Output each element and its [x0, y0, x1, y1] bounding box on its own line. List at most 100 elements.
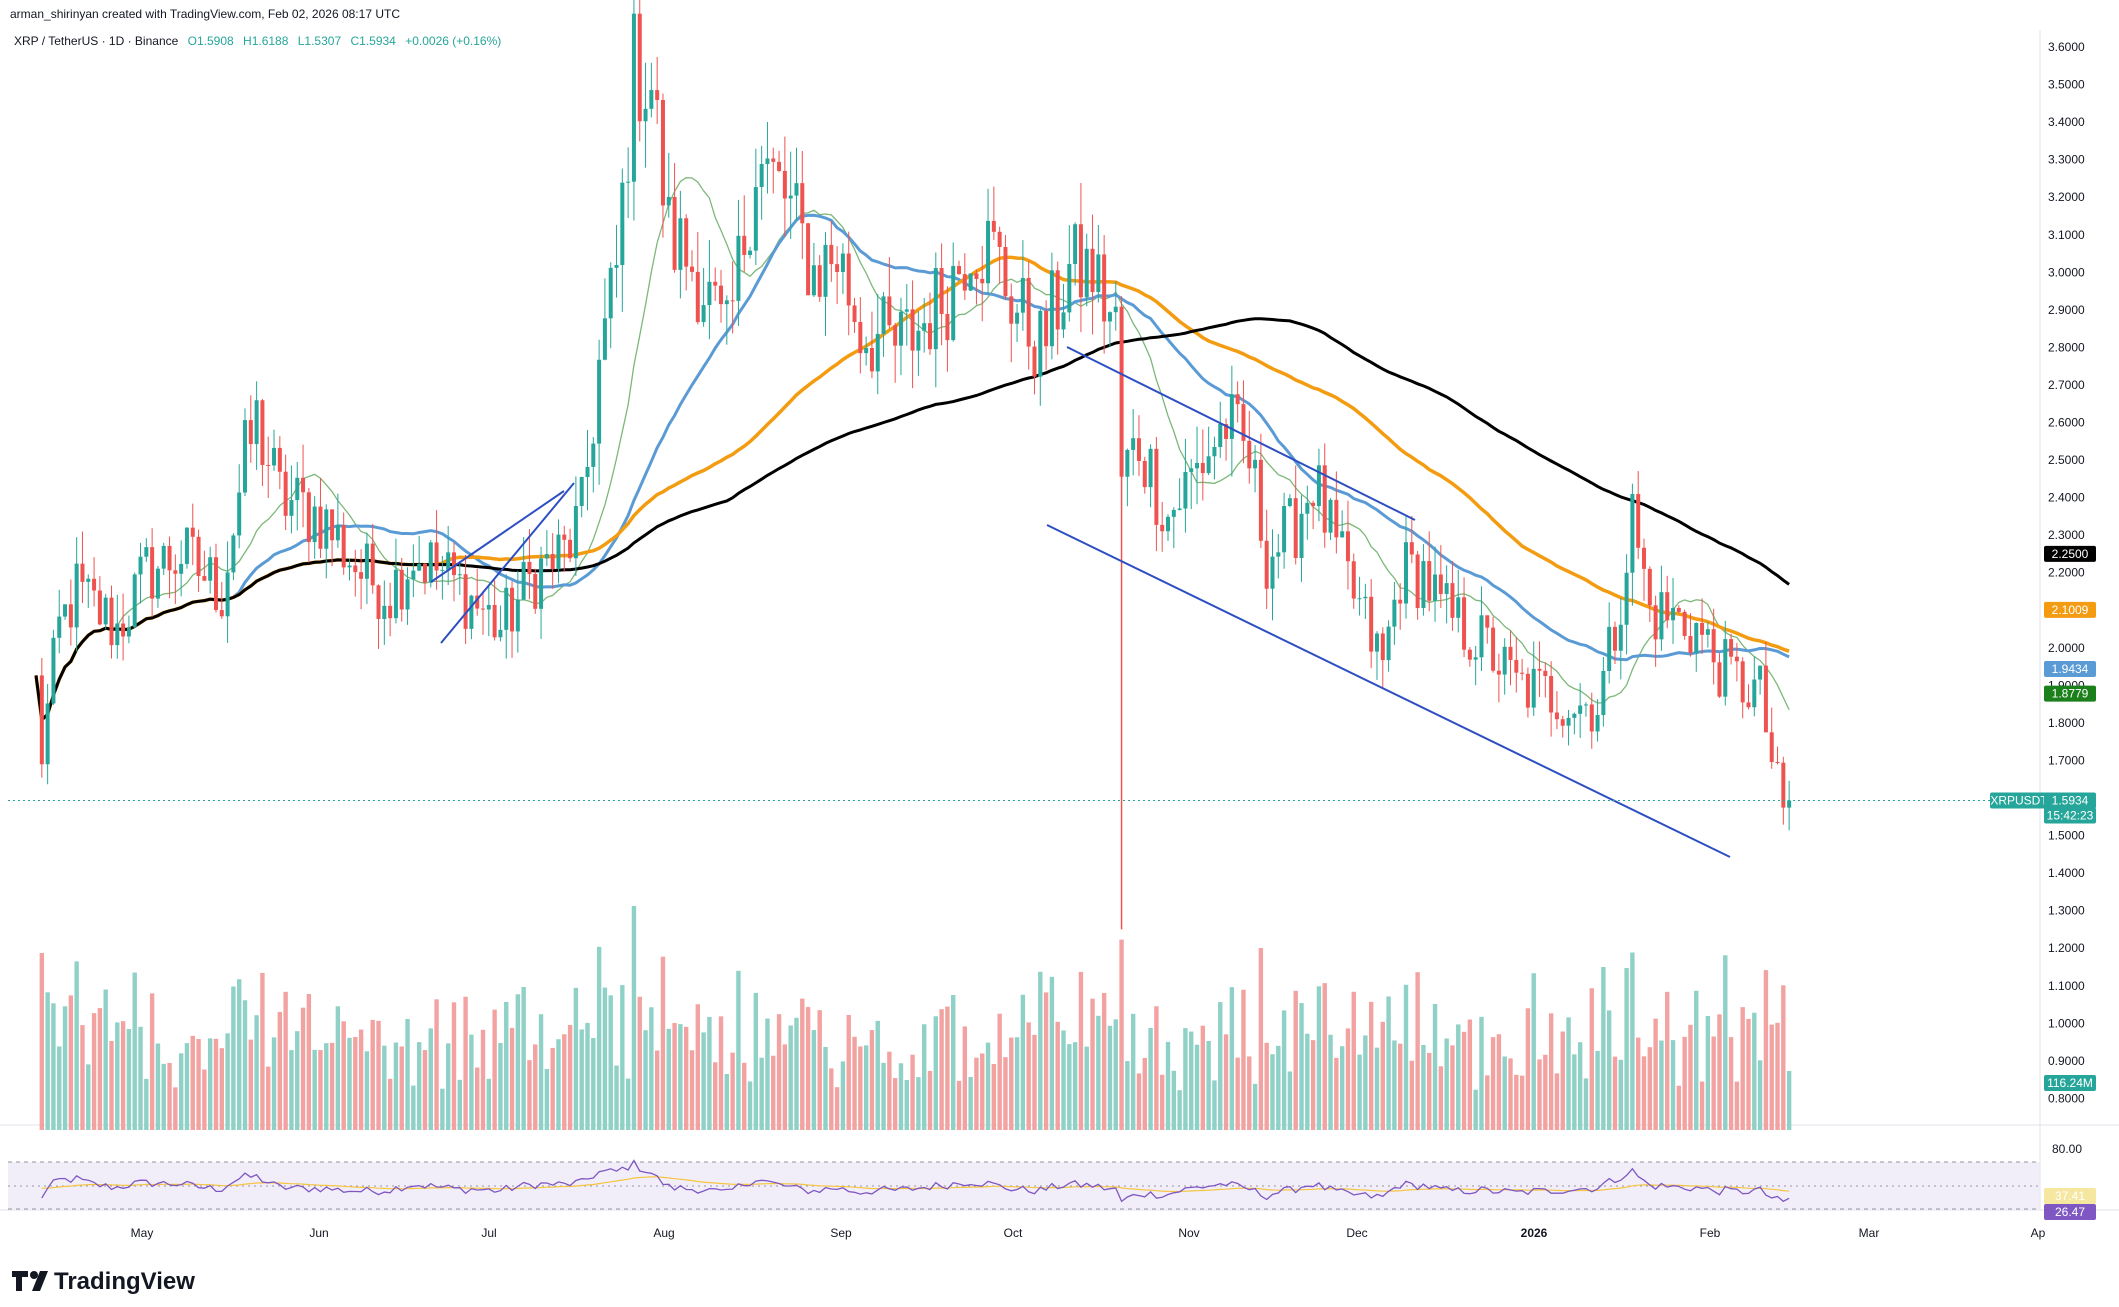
candle-body [591, 443, 596, 467]
price-tick-label: 3.3000 [2048, 153, 2085, 167]
volume-bar [1711, 1036, 1716, 1130]
volume-bar [167, 1062, 172, 1130]
volume-bar [1305, 1033, 1310, 1130]
price-tick-label: 3.0000 [2048, 265, 2085, 279]
candle-body [1450, 583, 1455, 618]
volume-bar [306, 993, 312, 1130]
candle-body [1514, 659, 1519, 673]
volume-bar [1653, 1018, 1658, 1130]
price-axis[interactable]: 3.6000 3.5000 3.4000 3.3000 3.2000 3.1000 3.00… [2048, 40, 2085, 1105]
volume-bar [1786, 1070, 1792, 1130]
candle-body [324, 509, 329, 549]
rsi-ma-line [41, 1176, 1790, 1193]
candle-body [1752, 679, 1757, 708]
volume-bar [1490, 1037, 1496, 1130]
rsi-pane[interactable] [8, 1159, 2040, 1210]
candle-body [1502, 646, 1507, 675]
ohlc-change: +0.0026 (+0.16%) [405, 34, 501, 48]
candle-body [1473, 657, 1478, 660]
price-tick-label: 2.3000 [2048, 528, 2085, 542]
candle-body [1775, 762, 1780, 764]
volume-bar [1125, 1061, 1130, 1130]
volume-bar [1508, 1058, 1513, 1130]
volume-bar [318, 1050, 323, 1130]
candle-body [243, 420, 248, 493]
candle-body [736, 235, 741, 301]
candle-body [1612, 626, 1617, 651]
candle-body [800, 183, 805, 224]
candle-body [1293, 498, 1298, 559]
volume-bar [1624, 968, 1629, 1130]
last-price-badge-bg [2044, 792, 2096, 809]
volume-bar [585, 1022, 590, 1130]
volume-bar [945, 1006, 950, 1130]
price-pane[interactable] [0, 0, 2119, 1211]
candle-body [1258, 459, 1263, 541]
candle-body [1758, 665, 1763, 680]
volume-bar [335, 1006, 341, 1130]
candle-body [1607, 626, 1612, 671]
volume-bar [504, 1001, 509, 1130]
candle-body [1038, 310, 1043, 377]
candle-body [1398, 599, 1403, 604]
volume-bar [1415, 972, 1420, 1130]
volume-bar [1612, 1056, 1618, 1130]
candle-body [481, 608, 486, 610]
candle-body [678, 218, 683, 270]
volume-bar [858, 1046, 863, 1130]
candle-body [411, 570, 416, 580]
candle-body [1049, 270, 1054, 347]
candle-body [1044, 310, 1049, 347]
candle-body [1241, 404, 1246, 441]
candle-body [794, 183, 799, 196]
candle-body [510, 587, 515, 632]
volume-bar [51, 1003, 56, 1130]
volume-bar [1096, 1015, 1101, 1130]
price-tick-label: 1.2000 [2048, 941, 2085, 955]
time-axis[interactable]: May Jun Jul Aug Sep Oct Nov Dec 2026 Feb Mar Ap [131, 1226, 2046, 1240]
volume-bar [509, 1027, 515, 1130]
volume-bar [1485, 1075, 1490, 1130]
time-label: 2026 [1521, 1226, 1548, 1240]
volume-bar [480, 1029, 486, 1130]
price-tick-label: 1.1000 [2048, 979, 2085, 993]
volume-bar [1543, 1054, 1548, 1130]
volume-bar [1723, 955, 1728, 1130]
candle-body [1682, 611, 1687, 637]
tradingview-logo[interactable]: TradingView [12, 1268, 195, 1295]
volume-bar [1055, 1021, 1060, 1130]
volume-bar [689, 1050, 695, 1130]
volume-bar [1293, 990, 1298, 1130]
candle-body [1525, 673, 1530, 708]
volume-bar [1043, 992, 1049, 1130]
volume-bar [115, 1022, 120, 1130]
candle-body [364, 543, 369, 579]
volume-bar [701, 1032, 706, 1130]
volume-bar [341, 1021, 346, 1130]
candle-body [1671, 607, 1676, 621]
candle-body [875, 333, 880, 372]
candle-body [1717, 662, 1722, 697]
candle-body [771, 158, 776, 162]
time-label: Ap [2031, 1226, 2046, 1240]
ma20-badge-text: 1.8779 [2052, 687, 2089, 701]
candle-body [1107, 312, 1112, 322]
volume-bar [1566, 1017, 1571, 1130]
volume-bar [788, 1025, 793, 1130]
candle-body [1334, 499, 1339, 538]
candle-body [1299, 513, 1304, 559]
candle-body [1769, 732, 1774, 763]
candle-body [341, 525, 346, 568]
volume-bar [1067, 1044, 1072, 1130]
ohlc-low: L1.5307 [298, 34, 342, 48]
time-label: Nov [1178, 1226, 1199, 1240]
candle-body [138, 556, 143, 575]
volume-bar [1665, 991, 1670, 1130]
volume-bar [718, 1016, 724, 1130]
volume-bar [1276, 1045, 1281, 1130]
volume-bar [1432, 1004, 1438, 1130]
volume-bar [596, 946, 602, 1130]
candle-body [1415, 554, 1420, 609]
volume-bar [910, 1054, 915, 1130]
